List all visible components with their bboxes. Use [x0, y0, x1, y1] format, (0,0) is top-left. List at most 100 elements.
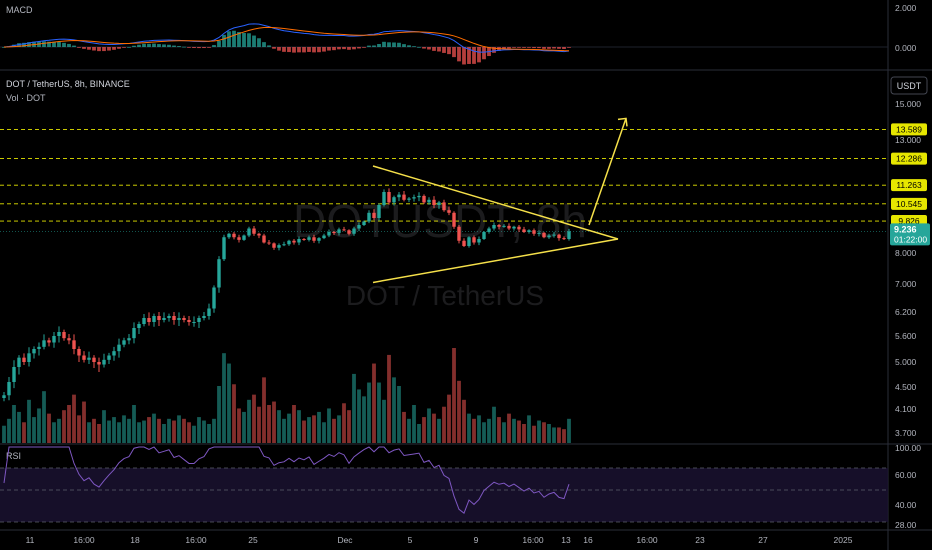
candles [2, 188, 571, 402]
macd-hist-bar [227, 31, 231, 47]
candle-body [307, 237, 311, 240]
macd-hist-bar [122, 47, 126, 48]
macd-hist-bar [152, 43, 156, 47]
candle-body [32, 349, 36, 354]
candle-body [197, 318, 201, 322]
candle-body [242, 235, 246, 240]
candle-body [207, 308, 211, 316]
rsi-pane[interactable]: RSI 100.00 60.00 40.00 28.00 [0, 443, 921, 530]
candle-body [322, 235, 326, 239]
volume-bar [317, 411, 321, 443]
macd-hist-bar [377, 44, 381, 47]
candle-body [432, 199, 436, 205]
macd-hist-bar [422, 47, 426, 49]
volume-bar [247, 399, 251, 443]
macd-hist-bar [2, 47, 6, 48]
macd-hist-bar [42, 41, 46, 47]
rsi-axis-tick-100: 100.00 [895, 443, 921, 453]
macd-hist-bar [457, 47, 461, 62]
candle-body [372, 212, 376, 218]
currency-button[interactable]: USDT [890, 76, 928, 95]
volume-bar [537, 420, 541, 443]
macd-hist-bar [432, 47, 436, 51]
macd-hist-bar [52, 41, 56, 47]
candle-body [22, 357, 26, 362]
volume-bar [412, 405, 416, 443]
rsi-axis-tick-28: 28.00 [895, 520, 917, 530]
candle-body [302, 239, 306, 240]
time-axis[interactable]: 11 16:00 18 16:00 25 Dec 5 9 16:00 13 16 16:00 23 27 2… [26, 535, 853, 545]
candle-body [182, 318, 186, 320]
volume-bar [97, 424, 101, 443]
candle-body [137, 324, 141, 328]
volume-bar [232, 384, 236, 443]
current-price: 9.236 [894, 224, 917, 234]
candle-body [347, 230, 351, 234]
volume-bar [262, 377, 266, 443]
volume-bar [137, 422, 141, 443]
volume-bar [467, 413, 471, 443]
candle-body [517, 226, 521, 230]
candle-body [57, 332, 61, 336]
volume-bar [157, 418, 161, 443]
macd-hist-bar [147, 43, 151, 47]
volume-bar [402, 411, 406, 443]
level-badge-label: 12.286 [896, 154, 922, 164]
macd-hist-bar [77, 47, 81, 48]
time-axis-tick: 5 [408, 535, 413, 545]
volume-bar [492, 406, 496, 443]
candle-body [132, 328, 136, 339]
volume-bar [82, 401, 86, 443]
volume-bar [527, 415, 531, 443]
volume-bar [92, 418, 96, 443]
countdown: 01:22:00 [894, 234, 927, 244]
macd-hist-bar [327, 47, 331, 51]
macd-pane[interactable]: MACD 2.000 0.000 [0, 3, 917, 65]
candle-body [552, 234, 556, 236]
candle-body [127, 338, 131, 341]
candle-body [387, 192, 391, 203]
candle-body [437, 202, 441, 205]
candle-body [287, 240, 291, 245]
candle-body [107, 355, 111, 360]
macd-hist-bar [197, 47, 201, 49]
macd-hist-bar [342, 47, 346, 50]
volume-bar [532, 425, 536, 443]
volume-bar [562, 429, 566, 443]
volume-bar [87, 422, 91, 443]
time-axis-tick: 16:00 [73, 535, 95, 545]
macd-hist-bar [277, 47, 281, 51]
volume-bar [472, 418, 476, 443]
macd-hist-bar [252, 35, 256, 47]
volume-bar [372, 363, 376, 443]
macd-hist-bar [257, 38, 261, 47]
candle-body [467, 237, 471, 246]
volume-bar [517, 420, 521, 443]
volume-bar [237, 408, 241, 443]
candle-body [442, 202, 446, 211]
price-pane[interactable]: DOT / TetherUS, 8h, BINANCE Vol · DOT 15… [0, 76, 930, 443]
level-badge [891, 152, 927, 165]
candle-body [82, 355, 86, 360]
volume-bar [37, 408, 41, 443]
candle-body [252, 228, 256, 234]
candle-body [502, 225, 506, 227]
volume-bar [202, 420, 206, 443]
level-badge [891, 123, 927, 136]
candle-body [292, 240, 296, 243]
volume-bar [287, 413, 291, 443]
volume-bar [102, 410, 106, 443]
candle-body [112, 351, 116, 356]
macd-hist-bar [382, 41, 386, 47]
macd-label: MACD [6, 5, 33, 15]
macd-hist-bar [127, 46, 131, 48]
macd-hist-bar [452, 47, 456, 58]
candle-body [532, 230, 536, 234]
candle-body [77, 349, 81, 356]
candle-body [147, 318, 151, 322]
macd-hist-bar [247, 33, 251, 47]
price-axis-tick: 7.000 [895, 279, 917, 289]
macd-hist-bar [482, 47, 486, 60]
time-axis-tick: 13 [561, 535, 571, 545]
